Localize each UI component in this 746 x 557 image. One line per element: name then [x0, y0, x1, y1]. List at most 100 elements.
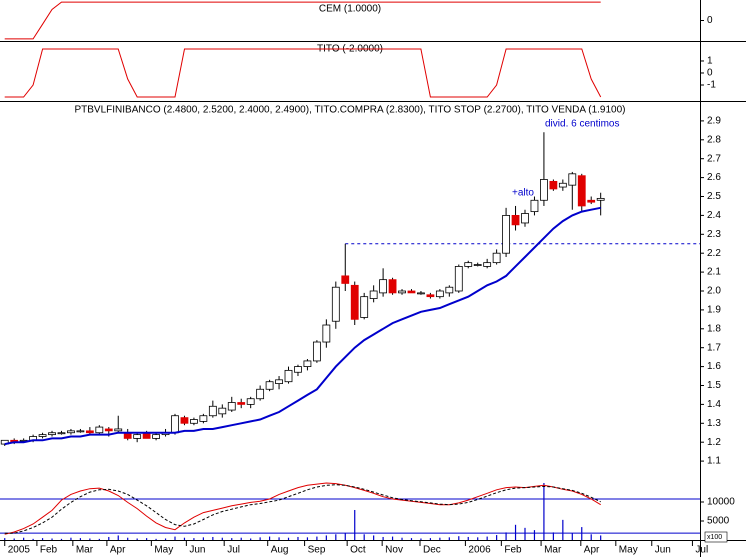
candle-body [341, 275, 350, 284]
x-tick-label: Apr [110, 545, 126, 556]
candle-body [445, 286, 454, 294]
series-line [4, 1, 601, 40]
panel-title: CEM (1.0000) [319, 4, 381, 15]
y-tick-label: 1.7 [707, 342, 721, 353]
candle-body [171, 415, 179, 434]
x-tick-label: Apr [584, 545, 600, 556]
candle-body [454, 266, 463, 292]
candle-body [152, 434, 160, 439]
candle-body [417, 292, 425, 295]
candle-body [331, 286, 340, 322]
y-tick-label: 1.3 [707, 418, 721, 429]
x-tick-label: Jun [655, 545, 671, 556]
series-line [4, 206, 601, 446]
x-tick-label: May [154, 545, 173, 556]
candle-body [57, 432, 66, 435]
y-tick-label: 1.2 [707, 437, 721, 448]
candle-body [549, 180, 558, 190]
candle-body [294, 366, 302, 373]
y-tick-label: 0 [707, 68, 713, 79]
x-tick-label: Jun [189, 545, 205, 556]
candle-body [407, 290, 416, 294]
x-tick-label: May [619, 545, 638, 556]
unit-box [704, 531, 728, 543]
candle-body [435, 290, 444, 298]
candle-body [190, 419, 198, 424]
candle-body [360, 296, 369, 318]
y-tick-label: 5000 [707, 516, 730, 527]
x-tick-label: Feb [504, 545, 522, 556]
y-tick-label: 2.3 [707, 229, 721, 240]
x-tick-label: Oct [350, 545, 366, 556]
x-tick-label: Aug [271, 545, 289, 556]
series-line [4, 48, 602, 98]
candle-body [483, 262, 492, 267]
x-tick-label: 2005 [8, 545, 31, 556]
candle-body [312, 341, 321, 362]
candle-body [256, 388, 265, 400]
candle-body [388, 279, 397, 294]
candle-body [350, 284, 359, 320]
candle-body [540, 179, 548, 201]
y-tick-label: 1.6 [707, 361, 721, 372]
candle-body [369, 290, 378, 299]
y-tick-label: 2.8 [707, 134, 721, 145]
candle-body [85, 430, 94, 434]
x-tick-label: Feb [40, 545, 58, 556]
y-tick-label: 2.6 [707, 172, 721, 183]
x-tick-label: Mar [544, 545, 562, 556]
candle-body [48, 432, 56, 436]
candle-body [275, 379, 283, 385]
y-tick-label: 1.9 [707, 305, 721, 316]
x-tick-label: Nov [385, 545, 403, 556]
x-tick-label: 2006 [468, 545, 491, 556]
candle-body [133, 434, 142, 439]
candle-body [237, 402, 246, 405]
candle-body [218, 407, 227, 415]
unit-label: x100 [707, 534, 722, 541]
candle-body [492, 252, 501, 264]
candle-body [473, 264, 482, 266]
candle-body [67, 430, 75, 434]
y-tick-label: 1.4 [707, 399, 721, 410]
candle-body [379, 279, 388, 294]
candle-body [530, 199, 539, 213]
candle-body [502, 214, 510, 254]
candle-body [208, 405, 217, 417]
candle-body [511, 214, 520, 226]
chart-title: PTBVLFINIBANCO (2.4800, 2.5200, 2.4000, … [74, 105, 625, 116]
y-tick-label: 2.9 [707, 116, 721, 127]
candle-body [426, 294, 435, 298]
candle-body [227, 402, 236, 411]
candle-body [95, 426, 104, 434]
annotation: +alto [512, 188, 534, 199]
candle-body [596, 197, 605, 201]
x-tick-label: Jul [695, 545, 708, 556]
y-tick-label: -1 [707, 80, 716, 91]
x-tick-label: Sep [308, 545, 326, 556]
y-tick-label: 1.5 [707, 380, 721, 391]
candle-body [398, 290, 406, 294]
candle-body [558, 182, 567, 188]
candle-body [180, 417, 189, 424]
candle-body [284, 369, 293, 383]
series-line [4, 484, 601, 534]
y-tick-label: 2.2 [707, 248, 721, 259]
candle-body [322, 324, 331, 343]
y-tick-label: 1.1 [707, 456, 721, 467]
candle-body [114, 428, 123, 432]
candle-body [464, 262, 473, 267]
y-tick-label: 2.0 [707, 286, 721, 297]
x-tick-label: Dec [423, 545, 441, 556]
y-tick-label: 1 [707, 56, 713, 67]
candle-body [76, 430, 85, 433]
x-tick-label: Mar [76, 545, 94, 556]
candle-body [521, 213, 529, 224]
y-tick-label: 2.7 [707, 153, 721, 164]
y-tick-label: 10000 [707, 497, 735, 508]
candle-body [577, 175, 586, 207]
y-tick-label: 0 [707, 15, 713, 26]
candle-body [303, 360, 312, 367]
